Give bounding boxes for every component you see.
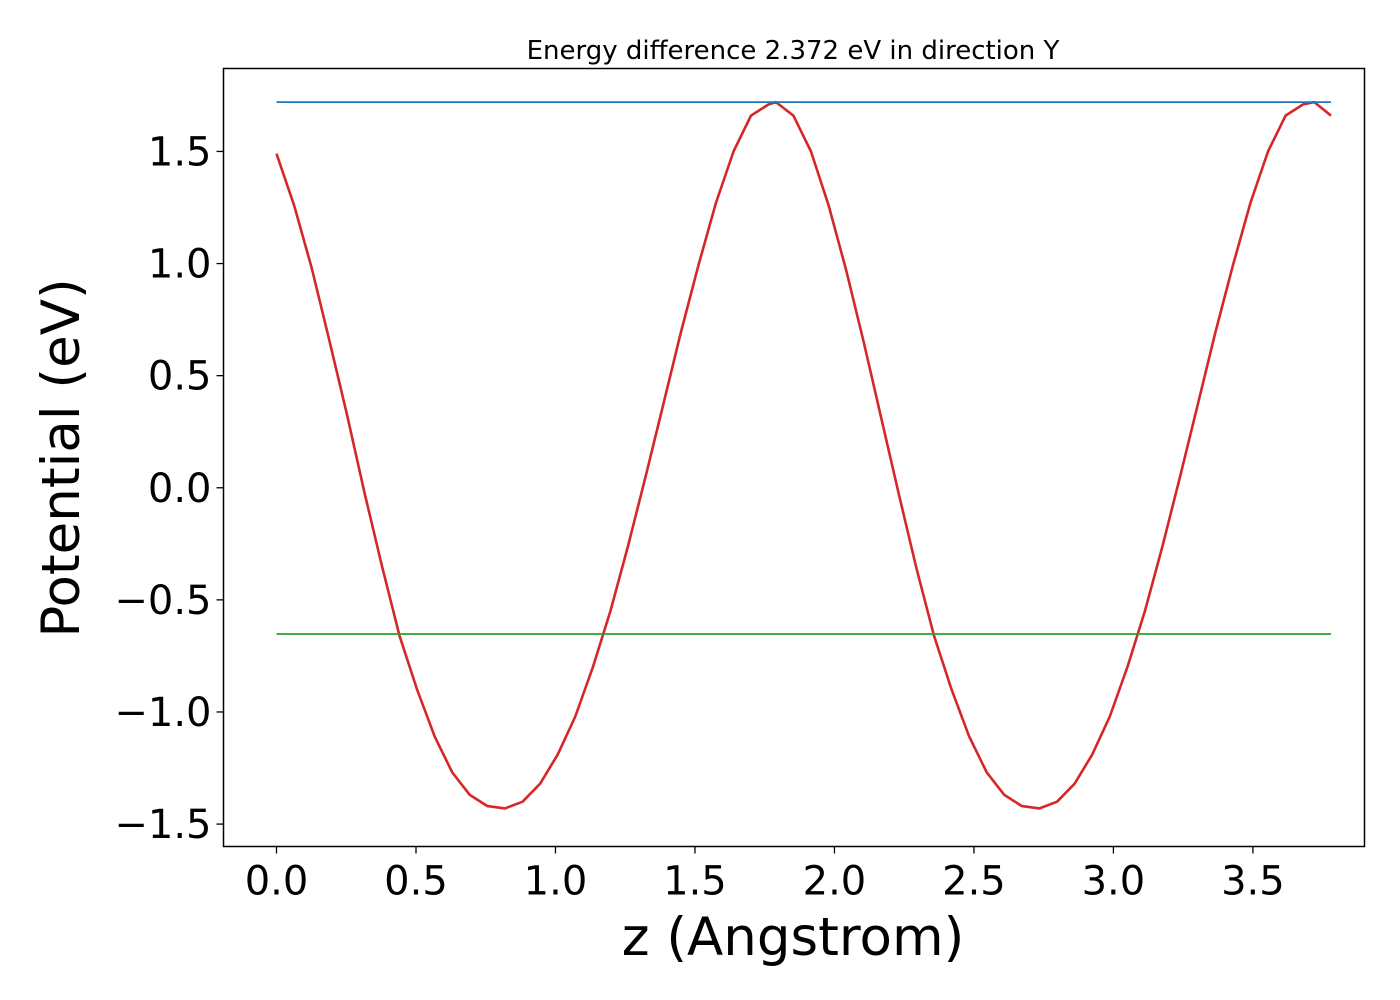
x-tick-label: 2.0 — [803, 859, 867, 905]
y-axis: −1.5 −1.0 −0.5 0.0 0.5 1.0 1.5 — [114, 129, 224, 848]
x-axis: 0.0 0.5 1.0 1.5 2.0 2.5 3.0 3.5 — [245, 846, 1285, 905]
x-tick-label: 1.5 — [663, 859, 727, 905]
series-line-0 — [275, 100, 1332, 810]
y-tick-label: 1.0 — [148, 242, 212, 288]
chart-title: Energy difference 2.372 eV in direction … — [527, 36, 1060, 66]
x-tick-label: 3.5 — [1221, 859, 1285, 905]
y-tick-label: 0.0 — [148, 466, 212, 512]
y-tick-label: −0.5 — [114, 578, 211, 624]
y-axis-label: Potential (eV) — [31, 278, 92, 637]
x-tick-label: 0.5 — [384, 859, 448, 905]
x-tick-label: 0.0 — [245, 859, 309, 905]
plot-series — [275, 100, 1332, 810]
y-tick-label: 0.5 — [148, 354, 212, 400]
x-tick-label: 1.0 — [524, 859, 588, 905]
x-axis-label: z (Angstrom) — [622, 907, 965, 968]
x-tick-label: 3.0 — [1082, 859, 1146, 905]
y-tick-label: 1.5 — [148, 129, 212, 175]
y-tick-label: −1.0 — [114, 690, 211, 736]
y-tick-label: −1.5 — [114, 802, 211, 848]
x-tick-label: 2.5 — [942, 859, 1006, 905]
plot-frame — [222, 67, 1366, 848]
